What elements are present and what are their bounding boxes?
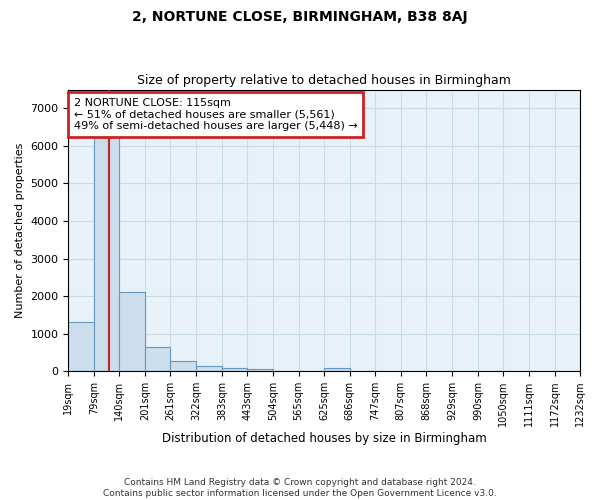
Bar (222, 368, 247, 371)
Title: Size of property relative to detached houses in Birmingham: Size of property relative to detached ho… (137, 74, 511, 87)
Text: Contains HM Land Registry data © Crown copyright and database right 2024.
Contai: Contains HM Land Registry data © Crown c… (103, 478, 497, 498)
Text: 2 NORTUNE CLOSE: 115sqm
← 51% of detached houses are smaller (5,561)
49% of semi: 2 NORTUNE CLOSE: 115sqm ← 51% of detache… (74, 98, 357, 131)
Bar (94, 124, 119, 371)
Y-axis label: Number of detached properties: Number of detached properties (15, 142, 25, 318)
Bar (196, 366, 222, 371)
Bar (145, 347, 170, 371)
Bar (324, 368, 350, 371)
X-axis label: Distribution of detached houses by size in Birmingham: Distribution of detached houses by size … (162, 432, 487, 445)
Bar (68, 322, 94, 371)
Text: 2, NORTUNE CLOSE, BIRMINGHAM, B38 8AJ: 2, NORTUNE CLOSE, BIRMINGHAM, B38 8AJ (132, 10, 468, 24)
Bar (119, 292, 145, 371)
Bar (247, 370, 273, 371)
Bar (170, 360, 196, 371)
